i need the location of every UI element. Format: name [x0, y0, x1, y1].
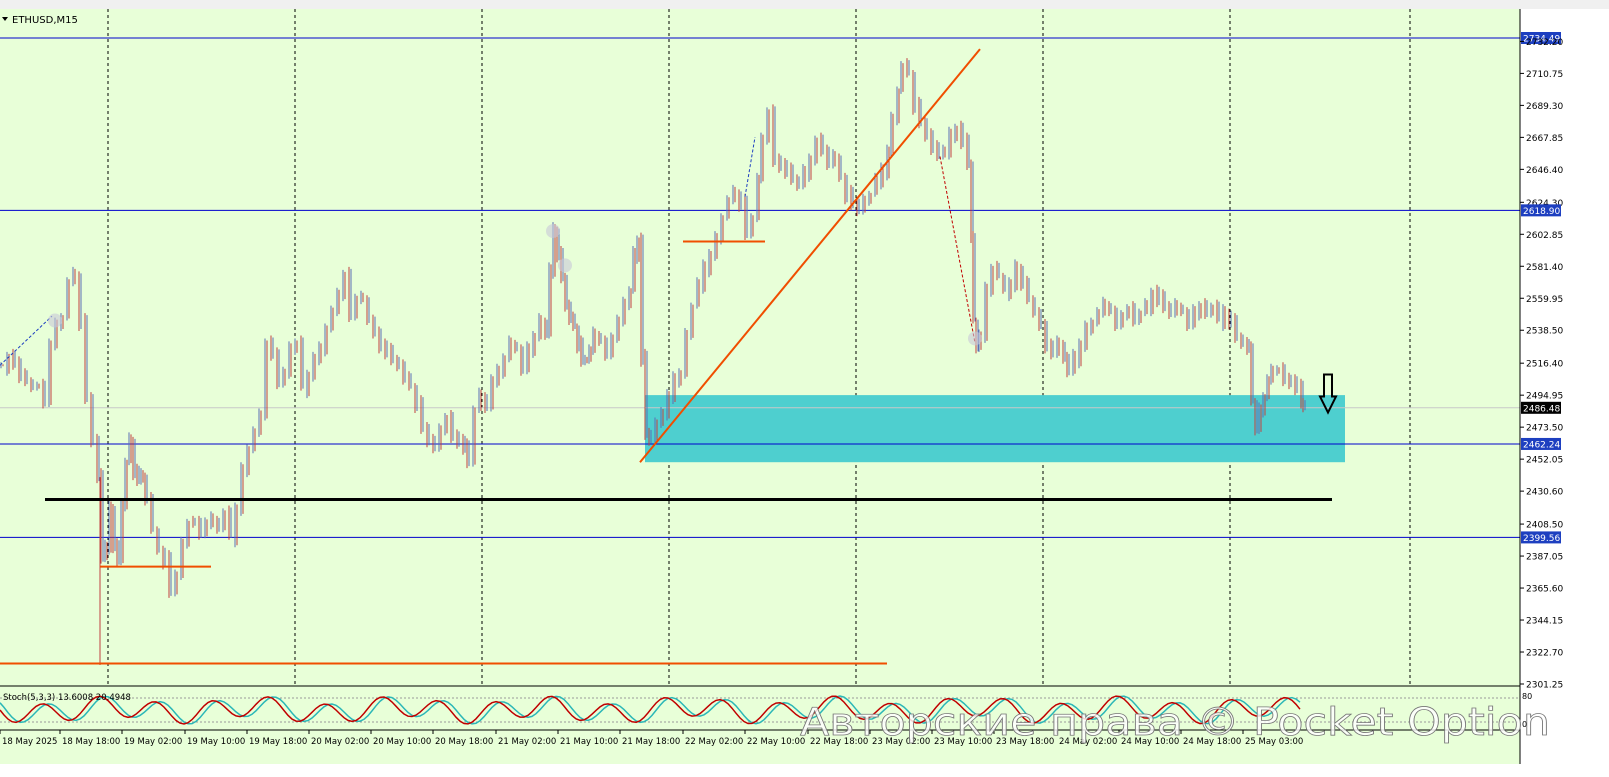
- demand-zone: [645, 395, 1345, 463]
- price-tick-label: 2301.25: [1526, 681, 1563, 691]
- level-price-tag-label: 2618.90: [1523, 207, 1560, 217]
- price-tick-label: 2430.60: [1526, 488, 1563, 498]
- price-tick-label: 2344.15: [1526, 617, 1563, 627]
- price-tick-label: 2581.40: [1526, 263, 1563, 273]
- time-tick-label: 25 May 03:00: [1245, 737, 1303, 747]
- indicator-label: Stoch(5,3,3) 13.6008 20.4948: [3, 693, 131, 703]
- time-tick-label: 18 May 2025: [2, 737, 57, 747]
- trendline: [639, 48, 981, 463]
- price-tick-label: 2494.95: [1526, 392, 1563, 402]
- time-tick-label: 19 May 02:00: [124, 737, 182, 747]
- level-price-tag-label: 2734.49: [1523, 35, 1560, 45]
- watermark: Авторские права © Pocket Option: [800, 700, 1550, 744]
- level-price-tag-label: 2399.56: [1523, 534, 1560, 544]
- price-tick-label: 2473.50: [1526, 424, 1563, 434]
- chart-menu-triangle-icon[interactable]: [2, 17, 8, 21]
- price-tick-label: 2365.60: [1526, 585, 1563, 595]
- price-tick-label: 2667.85: [1526, 134, 1563, 144]
- price-tick-label: 2559.95: [1526, 295, 1563, 305]
- level-price-tag: [1521, 531, 1561, 544]
- time-tick-label: 22 May 18:00: [810, 737, 868, 747]
- price-tick-label: 2689.30: [1526, 102, 1563, 112]
- dotted-connector: [744, 137, 756, 197]
- price-tick-label: 2710.75: [1526, 70, 1563, 80]
- zone-rect: [645, 395, 1345, 463]
- price-tick-label: 2408.50: [1526, 521, 1563, 531]
- fractal-marker: [48, 313, 62, 328]
- time-tick-label: 21 May 10:00: [560, 737, 618, 747]
- level-price-tag: [1521, 437, 1561, 450]
- stoch-scale-top: 80: [1522, 692, 1532, 701]
- time-tick-label: 24 May 02:00: [1059, 737, 1117, 747]
- dotted-connector: [939, 156, 976, 344]
- time-tick-label: 22 May 02:00: [685, 737, 743, 747]
- stoch-main-line: [0, 695, 1301, 725]
- time-tick-label: 20 May 18:00: [435, 737, 493, 747]
- chart-title-group: ETHUSD,M15: [2, 15, 78, 26]
- time-tick-label: 18 May 18:00: [62, 737, 120, 747]
- price-tick-label: 2516.40: [1526, 360, 1563, 370]
- price-axis-background: [1520, 9, 1609, 764]
- time-tick-label: 24 May 18:00: [1183, 737, 1241, 747]
- stoch-scale-bottom: 0: [1522, 720, 1527, 729]
- level-price-tag-label: 2462.24: [1523, 440, 1560, 450]
- level-price-tag: [1521, 32, 1561, 44]
- price-tick-label: 2646.40: [1526, 166, 1563, 176]
- price-tick-label: 2732.20: [1526, 38, 1563, 48]
- down-arrow-icon: [1318, 373, 1338, 415]
- time-tick-label: 21 May 18:00: [622, 737, 680, 747]
- level-price-tag: [1521, 204, 1561, 217]
- time-tick-label: 23 May 18:00: [996, 737, 1054, 747]
- time-tick-label: 20 May 02:00: [311, 737, 369, 747]
- time-tick-label: 24 May 10:00: [1121, 737, 1179, 747]
- candles: [0, 58, 1306, 665]
- current-price-tag: [1521, 401, 1561, 414]
- fractal-marker: [558, 258, 572, 273]
- top-toolbar-strip: [0, 0, 1609, 9]
- time-tick-label: 23 May 02:00: [872, 737, 930, 747]
- drawn-annotations: [0, 48, 1338, 665]
- fractal-marker: [968, 331, 982, 346]
- price-tick-label: 2387.05: [1526, 553, 1563, 563]
- time-tick-label: 23 May 10:00: [934, 737, 992, 747]
- horizontal-levels: [0, 37, 1520, 538]
- chart-title: ETHUSD,M15: [12, 15, 78, 26]
- price-tick-label: 2538.50: [1526, 327, 1563, 337]
- chart-background: [0, 9, 1520, 764]
- time-tick-label: 22 May 10:00: [747, 737, 805, 747]
- time-tick-label: 19 May 18:00: [249, 737, 307, 747]
- time-tick-label: 19 May 10:00: [187, 737, 245, 747]
- time-tick-label: 21 May 02:00: [498, 737, 556, 747]
- fractal-marker: [546, 224, 560, 239]
- dotted-connector: [0, 315, 53, 366]
- current-price-tag-label: 2486.48: [1523, 404, 1560, 414]
- price-tick-label: 2452.05: [1526, 456, 1563, 466]
- price-tick-label: 2322.70: [1526, 649, 1563, 659]
- price-tick-label: 2624.30: [1526, 199, 1563, 209]
- price-tick-label: 2602.85: [1526, 231, 1563, 241]
- stochastic-panel: 80 0: [0, 685, 1532, 731]
- time-tick-label: 20 May 10:00: [373, 737, 431, 747]
